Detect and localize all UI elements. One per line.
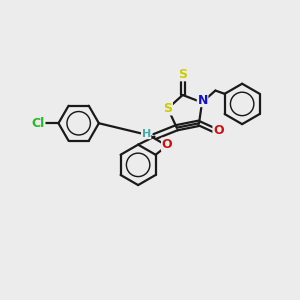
Text: S: S (178, 68, 187, 81)
Text: O: O (213, 124, 224, 137)
Text: Cl: Cl (32, 117, 45, 130)
Text: H: H (142, 129, 151, 139)
Text: N: N (197, 94, 208, 106)
Text: S: S (163, 102, 172, 115)
Text: O: O (162, 138, 172, 151)
